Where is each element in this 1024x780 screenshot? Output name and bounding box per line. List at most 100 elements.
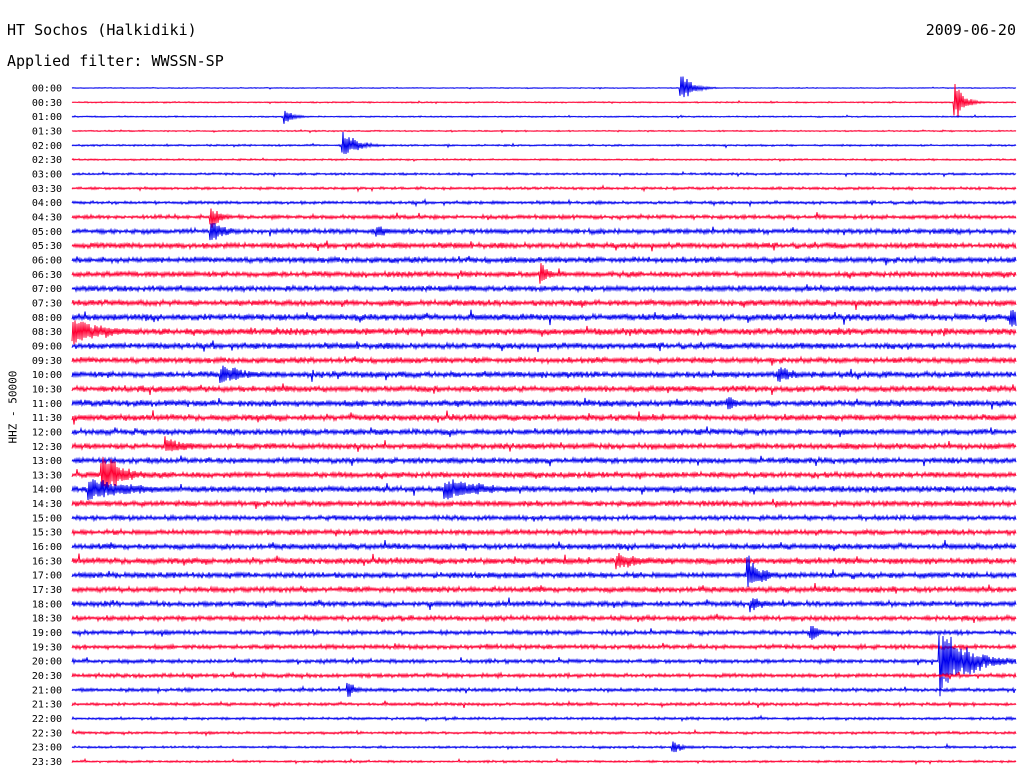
row-time-label: 19:00 — [32, 628, 62, 639]
trace-line — [71, 700, 1017, 709]
trace-line — [71, 479, 1017, 501]
row-time-label: 18:00 — [32, 599, 62, 610]
row-time-label: 13:30 — [32, 470, 62, 481]
row-time-label: 09:30 — [32, 356, 62, 367]
row-time-label: 12:00 — [32, 427, 62, 438]
row-time-label: 07:30 — [32, 298, 62, 309]
trace-line — [71, 157, 1017, 163]
row-time-label: 12:30 — [32, 442, 62, 453]
trace-line — [71, 436, 1017, 452]
row-time-label: 17:30 — [32, 585, 62, 596]
trace-line — [71, 340, 1017, 353]
row-time-label: 21:30 — [32, 700, 62, 711]
row-time-label: 01:30 — [32, 126, 62, 137]
trace-line — [71, 298, 1017, 310]
row-time-label: 18:30 — [32, 614, 62, 625]
trace-line — [71, 741, 1017, 753]
station-title: HT Sochos (Halkidiki) — [7, 21, 197, 39]
row-time-label: 04:30 — [32, 212, 62, 223]
trace-line — [71, 513, 1017, 523]
trace-line — [71, 131, 1017, 155]
trace-line — [71, 283, 1017, 294]
trace-line — [71, 309, 1017, 327]
trace-line — [71, 184, 1017, 193]
row-time-label: 17:00 — [32, 571, 62, 582]
row-time-label: 20:00 — [32, 657, 62, 668]
date-label: 2009-06-20 — [925, 21, 1016, 39]
trace-line — [71, 583, 1017, 595]
trace-line — [71, 208, 1017, 228]
row-time-label: 22:00 — [32, 714, 62, 725]
trace-line — [71, 383, 1017, 395]
trace-line — [71, 625, 1017, 640]
trace-line — [71, 682, 1017, 697]
row-time-label: 13:00 — [32, 456, 62, 467]
row-time-label: 04:00 — [32, 198, 62, 209]
trace-line — [71, 320, 1017, 345]
row-time-label: 00:00 — [32, 84, 62, 95]
trace-line — [71, 552, 1017, 570]
trace-line — [71, 527, 1017, 537]
row-time-label: 11:30 — [32, 413, 62, 424]
trace-line — [71, 555, 1017, 587]
row-time-label: 16:30 — [32, 556, 62, 567]
trace-line — [71, 635, 1017, 697]
trace-line — [71, 426, 1017, 438]
trace-line — [71, 197, 1017, 208]
row-time-label: 22:30 — [32, 728, 62, 739]
trace-line — [71, 613, 1017, 623]
row-time-label: 10:30 — [32, 384, 62, 395]
row-time-label: 19:30 — [32, 642, 62, 653]
trace-line — [71, 671, 1017, 680]
trace-line — [71, 170, 1017, 178]
row-time-label: 03:00 — [32, 169, 62, 180]
row-time-label: 07:00 — [32, 284, 62, 295]
row-time-label: 16:00 — [32, 542, 62, 553]
trace-line — [71, 457, 1017, 491]
row-time-label: 06:00 — [32, 255, 62, 266]
row-time-label: 15:00 — [32, 513, 62, 524]
trace-line — [71, 714, 1017, 723]
row-time-label: 23:00 — [32, 743, 62, 754]
row-time-label: 15:30 — [32, 528, 62, 539]
row-time-label: 14:00 — [32, 485, 62, 496]
trace-line — [71, 129, 1017, 134]
trace-line — [71, 728, 1017, 737]
row-time-label: 02:00 — [32, 141, 62, 152]
row-time-label: 06:30 — [32, 270, 62, 281]
row-time-label: 11:00 — [32, 399, 62, 410]
trace-line — [71, 757, 1017, 766]
row-time-label: 00:30 — [32, 98, 62, 109]
trace-line — [71, 255, 1017, 266]
row-time-label: 23:30 — [32, 757, 62, 768]
trace-line — [71, 365, 1017, 384]
trace-line — [71, 498, 1017, 509]
row-time-label: 21:00 — [32, 685, 62, 696]
trace-line — [71, 240, 1017, 252]
trace-line — [71, 642, 1017, 652]
row-time-label: 05:00 — [32, 227, 62, 238]
row-time-label: 08:30 — [32, 327, 62, 338]
row-time-label: 14:30 — [32, 499, 62, 510]
trace-line — [71, 76, 1017, 98]
row-time-label: 03:30 — [32, 184, 62, 195]
trace-line — [71, 539, 1017, 552]
trace-line — [71, 263, 1017, 284]
row-time-label: 02:30 — [32, 155, 62, 166]
trace-line — [71, 597, 1017, 613]
trace-line — [71, 223, 1017, 241]
trace-line — [71, 410, 1017, 425]
trace-line — [71, 110, 1017, 124]
row-time-label: 09:00 — [32, 341, 62, 352]
row-time-label: 01:00 — [32, 112, 62, 123]
trace-line — [71, 397, 1017, 410]
row-time-label: 08:00 — [32, 313, 62, 324]
row-time-label: 10:00 — [32, 370, 62, 381]
trace-line — [71, 355, 1017, 366]
trace-line — [71, 455, 1017, 467]
filter-label: Applied filter: WWSSN-SP — [7, 52, 224, 70]
trace-line — [71, 83, 1017, 118]
row-time-label: 20:30 — [32, 671, 62, 682]
row-time-label: 05:30 — [32, 241, 62, 252]
